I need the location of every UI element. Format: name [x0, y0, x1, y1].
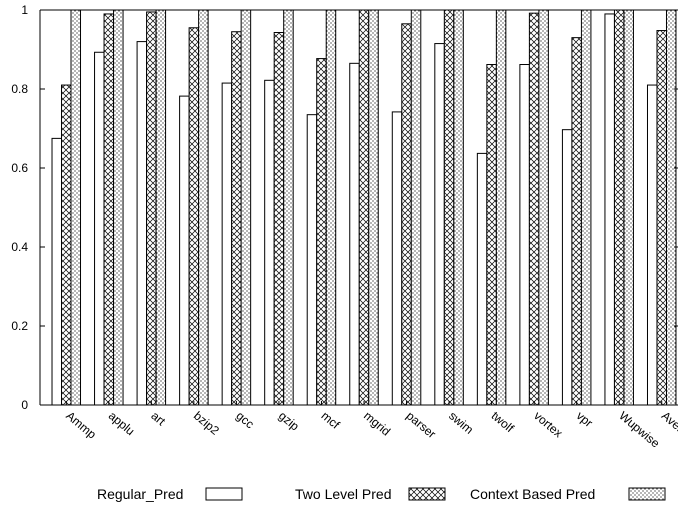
bar-Ammp-Context-Based-Pred: [70, 9, 82, 406]
bar-mgrid-Two-Level-Pred: [358, 9, 370, 406]
bar-swim-Regular_Pred: [434, 43, 445, 406]
legend-swatch: [205, 487, 243, 501]
bar-Ammp-Two-Level-Pred: [61, 84, 72, 406]
bar-bzip2-Regular_Pred: [179, 95, 190, 406]
bar-bzip2-Context-Based-Pred: [198, 9, 209, 406]
bar-mcf-Regular_Pred: [306, 114, 318, 406]
bar-art-Context-Based-Pred: [155, 9, 167, 406]
x-tick-label: applu: [106, 409, 138, 439]
bar-Wupwise-Regular_Pred: [604, 13, 615, 406]
bar-mgrid-Regular_Pred: [349, 62, 360, 406]
plot-area: [51, 9, 677, 406]
y-tick-label: 1: [21, 3, 28, 17]
bar-twolf-Regular_Pred: [476, 152, 488, 406]
bar-vortex-Two-Level-Pred: [528, 12, 540, 406]
bar-mgrid-Context-Based-Pred: [368, 9, 379, 406]
x-tick-label: swim: [446, 409, 476, 437]
x-tick-label: gzip: [276, 409, 302, 434]
bar-applu-Regular_Pred: [94, 51, 105, 406]
x-axis: Ammp applu art bzip2 gcc gzip mcf mgrid parser sw…: [40, 401, 678, 451]
bar-swim-Two-Level-Pred: [443, 9, 455, 406]
x-tick-label: gcc: [233, 409, 256, 432]
bar-twolf-Context-Based-Pred: [495, 9, 507, 406]
bar-vpr-Context-Based-Pred: [580, 9, 592, 406]
bar-parser-Two-Level-Pred: [401, 23, 412, 406]
bar-Ammp-Regular_Pred: [51, 137, 63, 406]
bar-bzip2-Two-Level-Pred: [188, 27, 200, 406]
bar-Average-Regular_Pred: [646, 84, 658, 406]
bar-gcc-Context-Based-Pred: [240, 9, 252, 406]
bar-Wupwise-Context-Based-Pred: [623, 9, 634, 406]
bar-mcf-Two-Level-Pred: [316, 58, 327, 406]
legend-swatch: [408, 487, 446, 501]
x-tick-label: vpr: [574, 409, 596, 430]
bar-vpr-Regular_Pred: [561, 129, 573, 406]
x-tick-label: parser: [404, 409, 439, 442]
bar-parser-Context-Based-Pred: [410, 9, 422, 406]
x-tick-label: twolf: [489, 409, 517, 436]
x-tick-label: Wupwise: [616, 409, 662, 451]
bar-applu-Context-Based-Pred: [113, 9, 124, 406]
bar-vortex-Context-Based-Pred: [538, 9, 549, 406]
legend-label: Two Level Pred: [295, 486, 392, 502]
bar-applu-Two-Level-Pred: [103, 13, 115, 406]
y-axis: 0 0.2 0.4 0.6 0.8 1: [11, 3, 678, 412]
y-tick-label: 0.6: [11, 161, 28, 175]
bar-gzip-Regular_Pred: [264, 79, 275, 406]
legend-label: Regular_Pred: [97, 486, 183, 502]
bar-vortex-Regular_Pred: [519, 64, 530, 406]
x-tick-label: mgrid: [361, 409, 393, 439]
legend-swatch: [628, 487, 666, 501]
legend-label: Context Based Pred: [470, 486, 595, 502]
x-tick-label: bzip2: [191, 409, 222, 438]
x-tick-label: mcf: [319, 409, 343, 433]
y-tick-label: 0.8: [11, 82, 28, 96]
legend: Regular_Pred Two Level Pred Context Based …: [97, 486, 666, 502]
y-tick-label: 0: [21, 398, 28, 412]
bar-Average-Context-Based-Pred: [665, 9, 677, 406]
x-tick-label: Ammp: [63, 409, 99, 442]
y-tick-label: 0.4: [11, 240, 28, 254]
x-tick-label: vortex: [531, 409, 565, 441]
bar-swim-Context-Based-Pred: [453, 9, 464, 406]
bar-Average-Two-Level-Pred: [656, 30, 667, 406]
bar-mcf-Context-Based-Pred: [325, 9, 337, 406]
bar-art-Two-Level-Pred: [146, 11, 157, 406]
bar-gzip-Context-Based-Pred: [283, 9, 294, 406]
bar-Wupwise-Two-Level-Pred: [613, 9, 625, 406]
x-tick-label: Average: [659, 409, 678, 449]
x-tick-label: art: [148, 409, 168, 429]
bar-parser-Regular_Pred: [391, 111, 403, 406]
bar-gcc-Regular_Pred: [221, 82, 233, 406]
bar-gcc-Two-Level-Pred: [231, 31, 242, 406]
y-tick-label: 0.2: [11, 319, 28, 333]
bar-vpr-Two-Level-Pred: [571, 37, 582, 406]
bar-twolf-Two-Level-Pred: [486, 64, 497, 406]
bar-gzip-Two-Level-Pred: [273, 32, 285, 406]
bar-art-Regular_Pred: [136, 41, 148, 406]
